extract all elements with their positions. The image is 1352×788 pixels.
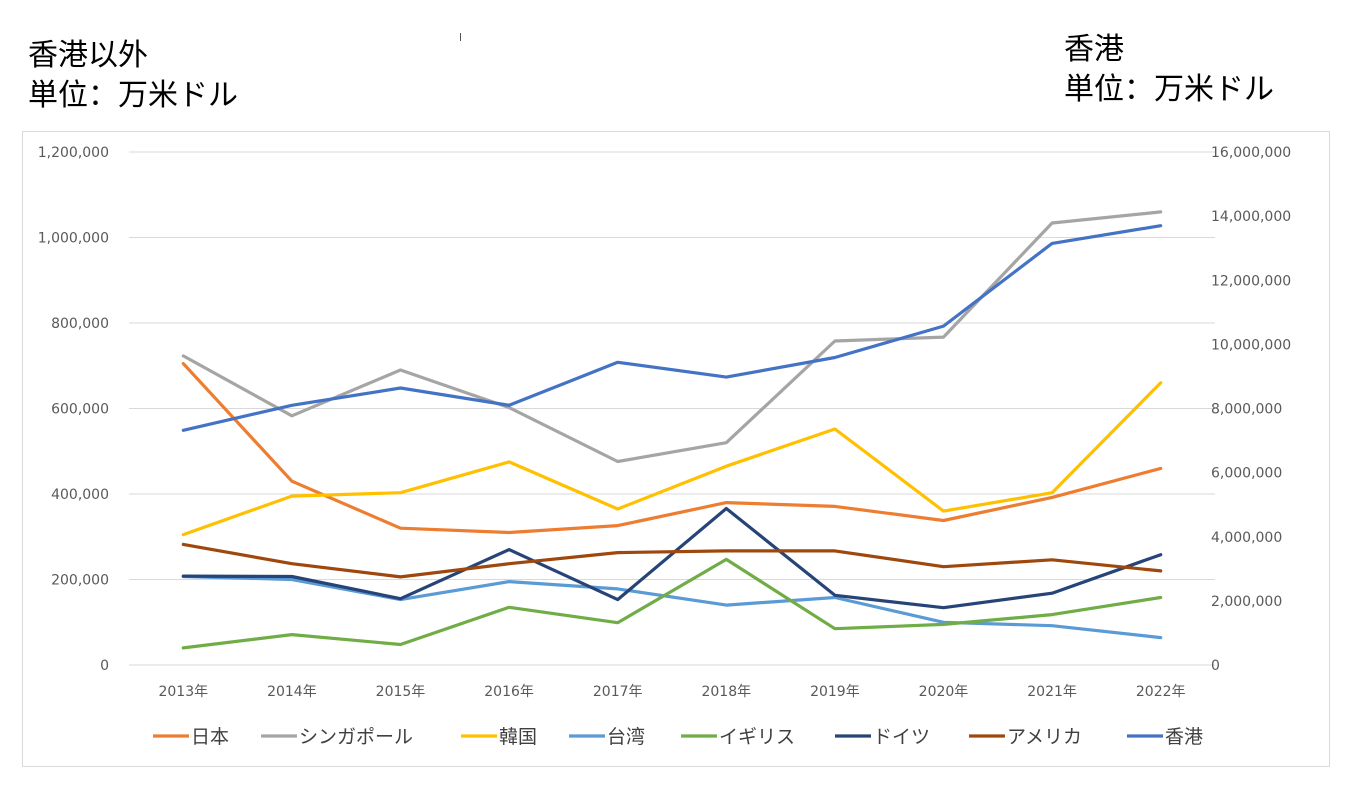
- right-axis-tick-label: 0: [1211, 658, 1220, 674]
- right-axis-tick-label: 2,000,000: [1211, 594, 1282, 610]
- right-axis-tick-label: 4,000,000: [1211, 530, 1282, 546]
- series-line: [181, 506, 1163, 610]
- right-axis-tick-label: 14,000,000: [1211, 209, 1291, 225]
- left-axis-ticks: 0 200,000 400,000 600,000 800,000 1,000,000 1,…: [38, 145, 109, 674]
- left-axis-tick-label: 0: [100, 658, 109, 674]
- x-axis-tick-label: 2019年: [810, 684, 860, 700]
- legend-label: ドイツ: [873, 726, 930, 748]
- right-axis-tick-label: 16,000,000: [1211, 145, 1291, 161]
- legend-label: アメリカ: [1007, 726, 1082, 748]
- x-axis-tick-label: 2015年: [376, 684, 426, 700]
- x-axis-tick-label: 2017年: [593, 684, 643, 700]
- right-axis-tick-label: 8,000,000: [1211, 402, 1282, 418]
- right-axis-tick-label: 10,000,000: [1211, 337, 1291, 353]
- chart-area: 0 200,000 400,000 600,000 800,000 1,000,000 1,…: [22, 131, 1330, 767]
- legend: 日本 シンガポール 韓国 台湾 イギリス ドイツ アメリカ 香港: [153, 726, 1203, 748]
- left-axis-tick-label: 400,000: [51, 487, 109, 503]
- series-line: [181, 574, 1163, 640]
- right-axis-ticks: 0 2,000,000 4,000,000 6,000,000 8,000,000 10,…: [1211, 145, 1291, 674]
- x-axis-tick-label: 2020年: [919, 684, 969, 700]
- heading-right-title: 香港 単位：万米ドル: [1064, 32, 1274, 107]
- line-chart: 0 200,000 400,000 600,000 800,000 1,000,000 1,…: [38, 145, 1291, 748]
- stray-tick-mark: [460, 33, 461, 41]
- legend-label: 香港: [1165, 726, 1203, 748]
- series-line: [181, 362, 1163, 535]
- right-axis-tick-label: 6,000,000: [1211, 466, 1282, 482]
- left-axis-tick-label: 200,000: [51, 573, 109, 589]
- left-axis-tick-label: 800,000: [51, 316, 109, 332]
- x-axis-tick-label: 2022年: [1136, 684, 1186, 700]
- x-axis-tick-label: 2021年: [1027, 684, 1077, 700]
- series-line: [181, 542, 1163, 579]
- x-axis-tick-label: 2013年: [158, 684, 208, 700]
- left-axis-tick-label: 1,000,000: [38, 231, 109, 247]
- x-axis-tick-label: 2018年: [701, 684, 751, 700]
- right-axis-tick-label: 12,000,000: [1211, 273, 1291, 289]
- x-axis-tick-label: 2016年: [484, 684, 534, 700]
- gridlines: [129, 151, 1215, 666]
- series-lines: [181, 210, 1163, 650]
- series-line: [181, 210, 1163, 464]
- heading-left-title: 香港以外 単位：万米ドル: [28, 38, 238, 113]
- legend-label: 台湾: [607, 726, 645, 748]
- series-line: [181, 224, 1163, 432]
- series-line: [181, 381, 1163, 537]
- left-axis-tick-label: 600,000: [51, 402, 109, 418]
- left-axis-tick-label: 1,200,000: [38, 145, 109, 161]
- x-axis-ticks: 2013年 2014年 2015年 2016年 2017年 2018年 2019年 2020年…: [158, 684, 1185, 700]
- legend-label: イギリス: [719, 726, 795, 748]
- series-line: [181, 557, 1163, 650]
- legend-label: シンガポール: [299, 726, 413, 748]
- legend-label: 韓国: [499, 726, 537, 748]
- legend-label: 日本: [191, 726, 229, 748]
- x-axis-tick-label: 2014年: [267, 684, 317, 700]
